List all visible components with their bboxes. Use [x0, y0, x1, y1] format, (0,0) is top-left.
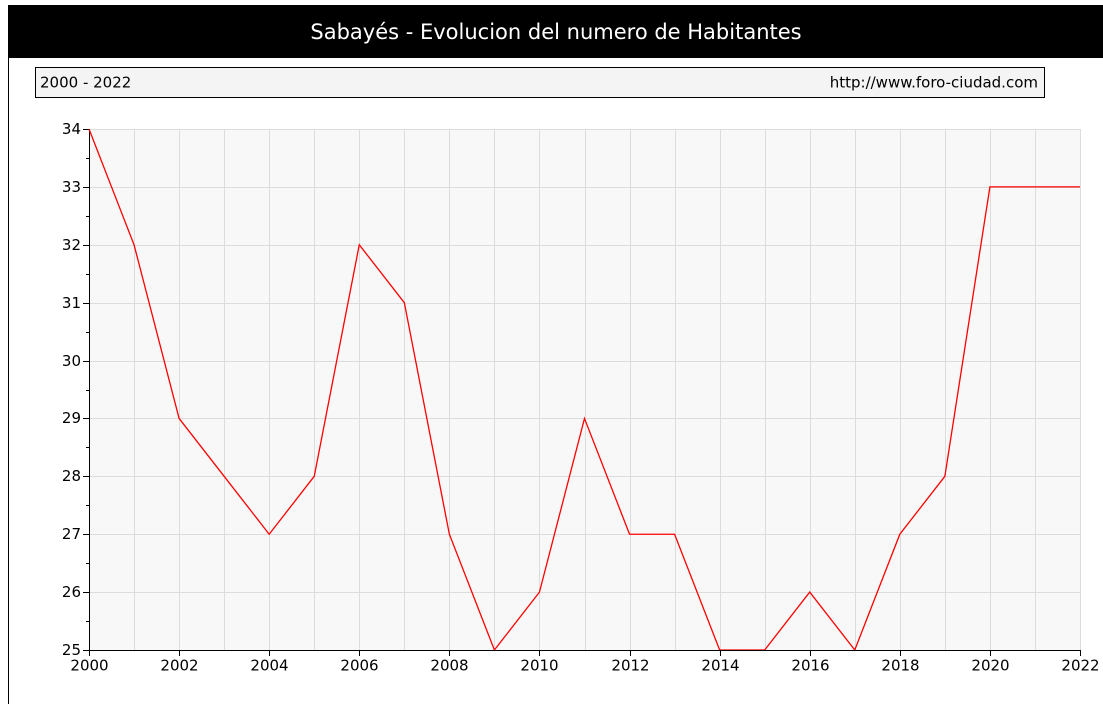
source: http://www.foro-ciudad.com	[830, 74, 1038, 92]
y-tick-label: 26	[62, 583, 81, 601]
y-tick-label: 30	[62, 352, 81, 370]
x-tick-label: 2006	[340, 657, 378, 675]
x-tick-label: 2020	[971, 657, 1009, 675]
y-tick-label: 28	[62, 467, 81, 485]
title-bar	[8, 5, 1103, 58]
subtitle-box	[35, 67, 1045, 98]
x-tick-label: 2018	[881, 657, 919, 675]
y-tick-label: 32	[62, 236, 81, 254]
x-tick-label: 2014	[701, 657, 739, 675]
y-tick-label: 27	[62, 525, 81, 543]
y-tick-label: 25	[62, 641, 81, 659]
x-tick-label: 2010	[520, 657, 558, 675]
x-tick-label: 2004	[250, 657, 288, 675]
x-tick-label: 2008	[430, 657, 468, 675]
series-line	[88, 128, 1080, 652]
x-tick-label: 2016	[791, 657, 829, 675]
chart-title: Sabayés - Evolucion del numero de Habita…	[310, 20, 801, 44]
y-tick-label: 34	[62, 120, 81, 138]
x-tick-label: 2000	[70, 657, 108, 675]
x-tick-label: 2022	[1061, 657, 1099, 675]
y-tick-label: 31	[62, 294, 81, 312]
subtitle: 2000 - 2022	[40, 74, 131, 92]
x-tick-label: 2002	[160, 657, 198, 675]
y-tick-label: 29	[62, 409, 81, 427]
y-tick-label: 33	[62, 178, 81, 196]
x-tick-label: 2012	[611, 657, 649, 675]
plot-area	[89, 129, 1080, 650]
